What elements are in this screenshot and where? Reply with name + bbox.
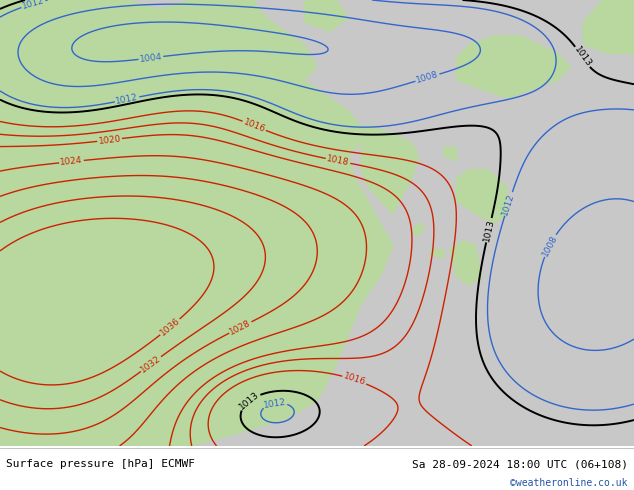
Polygon shape xyxy=(0,0,76,446)
Text: 1008: 1008 xyxy=(415,70,440,85)
Text: 1008: 1008 xyxy=(541,233,559,258)
Polygon shape xyxy=(0,0,317,80)
Polygon shape xyxy=(361,125,418,214)
Text: 1032: 1032 xyxy=(139,354,163,374)
Text: 1012: 1012 xyxy=(501,192,516,216)
Text: Surface pressure [hPa] ECMWF: Surface pressure [hPa] ECMWF xyxy=(6,459,195,469)
Text: 1012: 1012 xyxy=(21,0,46,11)
Text: 1012: 1012 xyxy=(115,93,139,106)
Text: ©weatheronline.co.uk: ©weatheronline.co.uk xyxy=(510,478,628,488)
Text: 1020: 1020 xyxy=(98,134,122,146)
Text: 1016: 1016 xyxy=(242,118,266,134)
Polygon shape xyxy=(583,0,634,53)
Text: 1018: 1018 xyxy=(326,154,350,168)
Polygon shape xyxy=(450,241,482,285)
Polygon shape xyxy=(456,170,507,223)
Text: 1028: 1028 xyxy=(228,318,252,337)
Text: 1016: 1016 xyxy=(342,372,366,388)
Text: 1012: 1012 xyxy=(263,397,287,410)
Text: 1013: 1013 xyxy=(482,218,496,243)
Polygon shape xyxy=(0,31,393,446)
Text: Sa 28-09-2024 18:00 UTC (06+108): Sa 28-09-2024 18:00 UTC (06+108) xyxy=(411,459,628,469)
Text: 1024: 1024 xyxy=(60,156,83,167)
Polygon shape xyxy=(304,0,349,31)
Polygon shape xyxy=(412,223,425,236)
Text: 1004: 1004 xyxy=(139,52,163,64)
Text: 1013: 1013 xyxy=(238,390,261,412)
Polygon shape xyxy=(444,147,456,161)
Polygon shape xyxy=(456,36,571,98)
Text: 1036: 1036 xyxy=(158,316,182,338)
Polygon shape xyxy=(431,250,444,259)
Text: 1013: 1013 xyxy=(572,45,593,69)
